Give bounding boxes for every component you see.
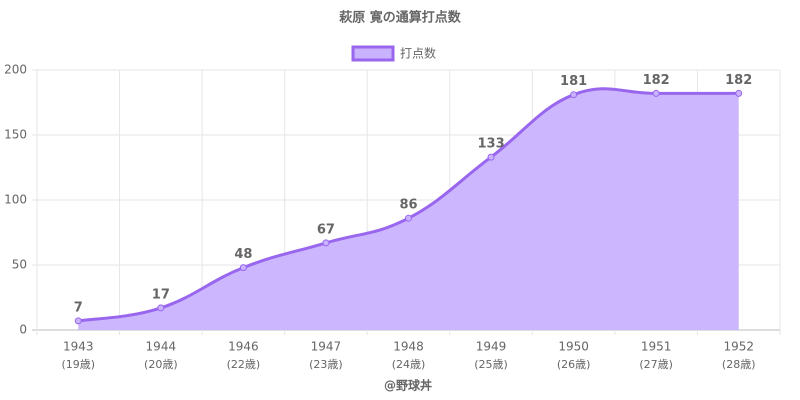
data-label: 7 (74, 300, 83, 315)
y-tick-label: 50 (12, 258, 27, 272)
data-label: 133 (477, 137, 504, 152)
footer: @野球丼 (384, 378, 432, 393)
x-tick-label: 1950 (558, 340, 589, 354)
x-tick-label: (23歳) (309, 358, 343, 371)
x-tick-label: (19歳) (61, 358, 95, 371)
x-tick-label: 1949 (476, 340, 507, 354)
x-tick-label: (24歳) (392, 358, 426, 371)
y-tick-label: 150 (4, 128, 27, 142)
x-tick-label: (25歳) (474, 358, 508, 371)
data-label: 182 (643, 73, 670, 88)
point (239, 264, 247, 272)
data-label: 181 (560, 74, 587, 89)
x-tick-label: 1948 (393, 340, 424, 354)
x-tick-label: (28歳) (722, 358, 756, 371)
point (735, 89, 743, 97)
x-tick-label: 1946 (228, 340, 259, 354)
point (487, 153, 495, 161)
data-label: 67 (317, 222, 335, 237)
x-tick-label: (26歳) (557, 358, 591, 371)
legend-swatch (351, 45, 395, 62)
point (405, 214, 412, 222)
data-label: 48 (234, 247, 252, 262)
x-tick-label: (22歳) (227, 358, 261, 371)
data-label: 182 (725, 73, 752, 88)
x-tick-label: 1944 (146, 340, 177, 354)
point (322, 239, 330, 247)
x-tick-label: 1951 (641, 340, 672, 354)
chart-title: 萩原 寛の通算打点数 (338, 10, 462, 26)
data-label: 17 (152, 287, 170, 302)
x-tick-label: (20歳) (144, 358, 178, 371)
x-tick-label: 1952 (723, 340, 754, 354)
x-tick-label: (27歳) (639, 358, 673, 371)
point (157, 304, 165, 312)
point (652, 89, 660, 97)
y-tick-label: 200 (4, 63, 27, 77)
legend-label: 打点数 (400, 46, 436, 61)
data-label: 86 (399, 198, 417, 213)
y-tick-label: 0 (19, 323, 27, 337)
point (74, 317, 82, 325)
x-tick-label: 1947 (311, 340, 342, 354)
point (570, 91, 578, 99)
y-tick-label: 100 (4, 193, 27, 207)
x-tick-label: 1943 (63, 340, 94, 354)
